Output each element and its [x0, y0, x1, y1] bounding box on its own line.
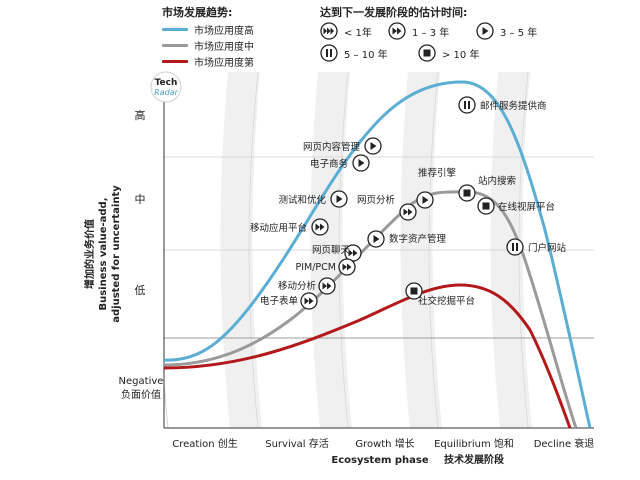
play-icon [476, 22, 494, 40]
play-icon [352, 154, 370, 172]
time-label-gt10: > 10 年 [442, 49, 480, 61]
tech-label-web-analytics: 网页分析 [357, 194, 396, 206]
x-phase-decline: Decline 衰退 [534, 437, 595, 450]
y-title-cn: 增加的业务价值 [83, 219, 96, 289]
time-label-3-5: 3 – 5 年 [500, 27, 538, 39]
tech-marker-web-cms: 网页内容管理 [303, 137, 382, 155]
x-phase-survival: Survival 存活 [265, 437, 329, 450]
pause-icon [506, 238, 524, 256]
legend-swatch-medium [162, 44, 188, 47]
x-title-cn: 技术发展阶段 [444, 453, 504, 466]
tech-label-mobile-analytics: 移动分析 [278, 280, 317, 292]
tech-label-video-platform: 在线视屏平台 [498, 201, 555, 213]
double-play-icon [318, 277, 336, 295]
y-axis-title: 增加的业务价值 Business value-add, adjusted for… [83, 185, 122, 323]
triple-play-icon [320, 22, 338, 40]
play-icon [416, 191, 434, 209]
time-item-1-3: 1 – 3 年 [388, 22, 449, 40]
tech-label-email-provider: 邮件服务提供商 [480, 100, 547, 112]
tech-marker-social-mining: 社交挖掘平台 [405, 282, 475, 307]
y-title-en2: adjusted for uncertainty [111, 185, 122, 323]
curve-low-adoption [164, 283, 572, 428]
stop-icon [477, 197, 495, 215]
tech-label-web-chat: 网页聊天 [312, 244, 351, 256]
double-play-icon [300, 292, 318, 310]
pause-icon [458, 96, 476, 114]
legend-item-low: 市场应用度第 [162, 54, 254, 69]
double-play-icon [388, 22, 406, 40]
tech-marker-portal: 门户网站 [506, 238, 567, 256]
tech-label-site-search: 站内搜索 [478, 175, 516, 187]
double-play-icon [399, 203, 417, 221]
tech-marker-web-analytics: 网页分析 [357, 194, 417, 221]
trend-legend-title: 市场发展趋势: [162, 6, 233, 19]
time-legend-title: 达到下一发展阶段的估计时间: [320, 6, 468, 19]
time-label-lt1: < 1年 [344, 27, 372, 39]
tech-label-portal: 门户网站 [528, 242, 567, 254]
curve-high-adoption [164, 80, 592, 428]
double-play-icon [338, 258, 356, 276]
play-icon [364, 137, 382, 155]
tech-marker-mobile-platform: 移动应用平台 [250, 218, 329, 236]
x-phase-growth: Growth 增长 [355, 437, 414, 450]
time-item-5-10: 5 – 10 年 [320, 44, 388, 62]
legend-item-medium: 市场应用度中 [162, 38, 254, 53]
time-label-1-3: 1 – 3 年 [412, 27, 450, 39]
tech-marker-video-platform: 在线视屏平台 [477, 197, 555, 215]
y-level-low: 低 [135, 284, 146, 297]
legend-label-medium: 市场应用度中 [194, 42, 254, 53]
legend-swatch-low [162, 60, 188, 63]
y-title-en1: Business value-add, [98, 197, 109, 310]
legend-label-high: 市场应用度高 [194, 26, 254, 37]
tech-radar-badge: Tech Radar [150, 71, 182, 103]
tech-label-recommendation: 推荐引擎 [418, 167, 457, 179]
badge-line1: Tech [155, 78, 178, 88]
tech-marker-site-search: 站内搜索 [458, 175, 516, 202]
stop-icon [458, 184, 476, 202]
legend-label-low: 市场应用度第 [194, 58, 254, 69]
x-title-en: Ecosystem phase [331, 455, 428, 466]
legend-item-high: 市场应用度高 [162, 22, 254, 37]
tech-label-social-mining: 社交挖掘平台 [418, 295, 475, 307]
tech-label-pim-pcm: PIM/PCM [296, 262, 337, 273]
tech-label-web-cms: 网页内容管理 [303, 141, 361, 153]
tech-marker-pim-pcm: PIM/PCM [296, 258, 356, 276]
x-phase-creation: Creation 创生 [172, 437, 238, 450]
y-level-medium: 中 [135, 193, 146, 206]
tech-label-mobile-platform: 移动应用平台 [250, 222, 307, 234]
tech-marker-web-chat: 网页聊天 [312, 244, 362, 262]
stop-icon [418, 44, 436, 62]
time-item-gt10: > 10 年 [418, 44, 479, 62]
tech-marker-email-provider: 邮件服务提供商 [458, 96, 547, 114]
tech-marker-mobile-analytics: 移动分析 [278, 277, 336, 295]
y-negative-en: Negative [119, 376, 164, 387]
tech-marker-testing: 测试和优化 [278, 190, 348, 208]
tech-label-dam: 数字资产管理 [389, 233, 447, 245]
pause-icon [320, 44, 338, 62]
tech-marker-ecommerce: 电子商务 [310, 154, 370, 172]
curve-medium-adoption [164, 190, 578, 428]
tech-marker-e-forms: 电子表单 [260, 292, 318, 310]
tech-marker-recommendation: 推荐引擎 [416, 167, 457, 209]
play-icon [330, 190, 348, 208]
tech-marker-dam: 数字资产管理 [367, 230, 447, 248]
tech-label-testing: 测试和优化 [278, 194, 326, 206]
double-play-icon [311, 218, 329, 236]
y-level-high: 高 [135, 108, 146, 122]
time-item-lt1: < 1年 [320, 22, 372, 40]
x-phase-equilibrium: Equilibrium 饱和 [434, 438, 514, 450]
time-label-5-10: 5 – 10 年 [344, 49, 388, 61]
legend-swatch-high [162, 28, 188, 31]
time-item-3-5: 3 – 5 年 [476, 22, 537, 40]
tech-label-e-forms: 电子表单 [260, 295, 299, 307]
tech-label-ecommerce: 电子商务 [310, 158, 349, 170]
badge-line2: Radar [154, 88, 178, 97]
play-icon [367, 230, 385, 248]
y-negative-cn: 负面价值 [121, 388, 161, 401]
